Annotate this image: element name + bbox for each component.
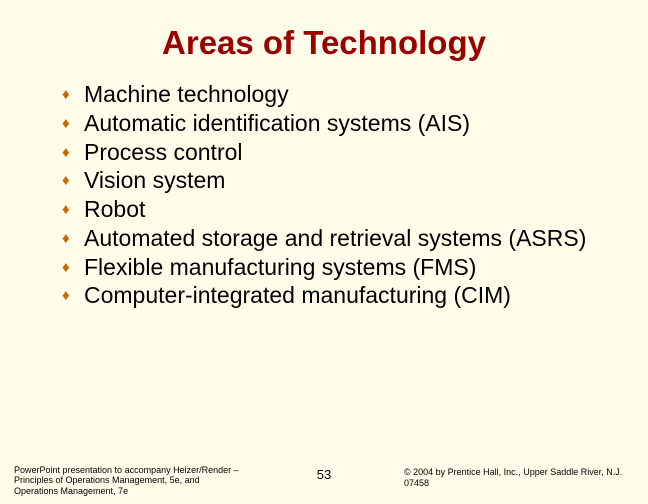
list-item: ♦ Automated storage and retrieval system… <box>62 224 618 253</box>
diamond-icon: ♦ <box>62 259 70 278</box>
bullet-text: Automated storage and retrieval systems … <box>84 225 586 251</box>
bullet-text: Vision system <box>84 167 225 193</box>
list-item: ♦ Machine technology <box>62 80 618 109</box>
slide: Areas of Technology ♦ Machine technology… <box>0 0 648 504</box>
diamond-icon: ♦ <box>62 201 70 220</box>
bullet-text: Computer-integrated manufacturing (CIM) <box>84 282 511 308</box>
bullet-text: Robot <box>84 196 145 222</box>
list-item: ♦ Computer-integrated manufacturing (CIM… <box>62 281 618 310</box>
diamond-icon: ♦ <box>62 172 70 191</box>
slide-title: Areas of Technology <box>30 24 618 62</box>
footer-right-text: © 2004 by Prentice Hall, Inc., Upper Sad… <box>404 467 634 488</box>
bullet-text: Process control <box>84 139 243 165</box>
bullet-text: Flexible manufacturing systems (FMS) <box>84 254 476 280</box>
list-item: ♦ Automatic identification systems (AIS) <box>62 109 618 138</box>
diamond-icon: ♦ <box>62 287 70 306</box>
list-item: ♦ Flexible manufacturing systems (FMS) <box>62 253 618 282</box>
bullet-text: Automatic identification systems (AIS) <box>84 110 470 136</box>
list-item: ♦ Vision system <box>62 166 618 195</box>
diamond-icon: ♦ <box>62 144 70 163</box>
list-item: ♦ Robot <box>62 195 618 224</box>
bullet-text: Machine technology <box>84 81 289 107</box>
diamond-icon: ♦ <box>62 230 70 249</box>
diamond-icon: ♦ <box>62 86 70 105</box>
list-item: ♦ Process control <box>62 138 618 167</box>
bullet-list: ♦ Machine technology ♦ Automatic identif… <box>30 80 618 310</box>
diamond-icon: ♦ <box>62 115 70 134</box>
